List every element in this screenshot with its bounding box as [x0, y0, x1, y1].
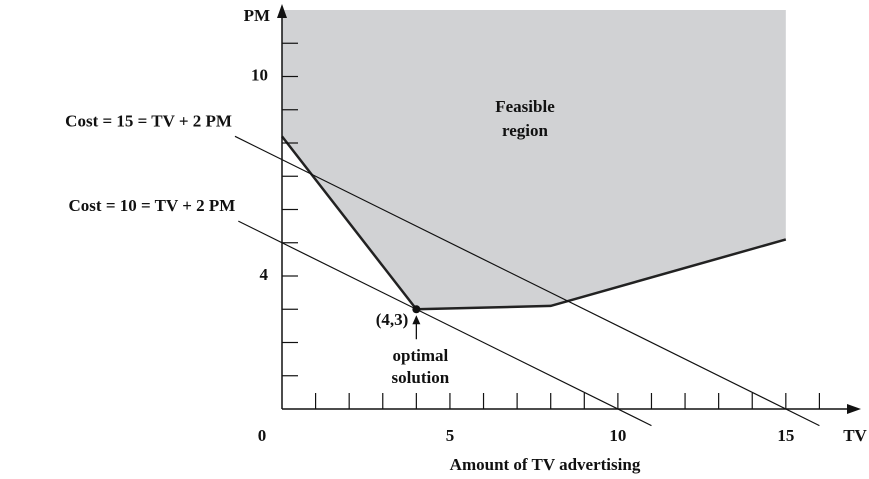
x-axis-title: Amount of TV advertising	[450, 455, 641, 474]
x-tick-label: 5	[446, 426, 455, 445]
x-tick-label: 15	[777, 426, 794, 445]
cost-line	[234, 135, 820, 427]
x-arrow	[847, 404, 861, 414]
x-axis-label: TV	[843, 426, 867, 445]
x-tick-label: 10	[609, 426, 626, 445]
y-tick-label: 4	[260, 265, 269, 284]
optimal-point	[412, 305, 421, 314]
cost-line-label: Cost = 10 = TV + 2 PM	[69, 196, 236, 215]
region-label: region	[502, 121, 549, 140]
cost-line	[238, 220, 652, 427]
feasible-region	[282, 10, 786, 310]
y-arrow	[277, 4, 287, 18]
cost-line-label: Cost = 15 = TV + 2 PM	[65, 111, 232, 130]
y-tick-label: 10	[251, 65, 268, 84]
y-axis-label: PM	[244, 6, 270, 25]
pointer-head	[412, 315, 421, 325]
region-label: Feasible	[495, 97, 555, 116]
x-tick-label: 0	[258, 426, 267, 445]
point-note: optimal	[392, 346, 448, 365]
point-note: solution	[392, 368, 450, 387]
point-label: (4,3)	[376, 310, 409, 329]
feasible-boundary	[281, 135, 787, 311]
